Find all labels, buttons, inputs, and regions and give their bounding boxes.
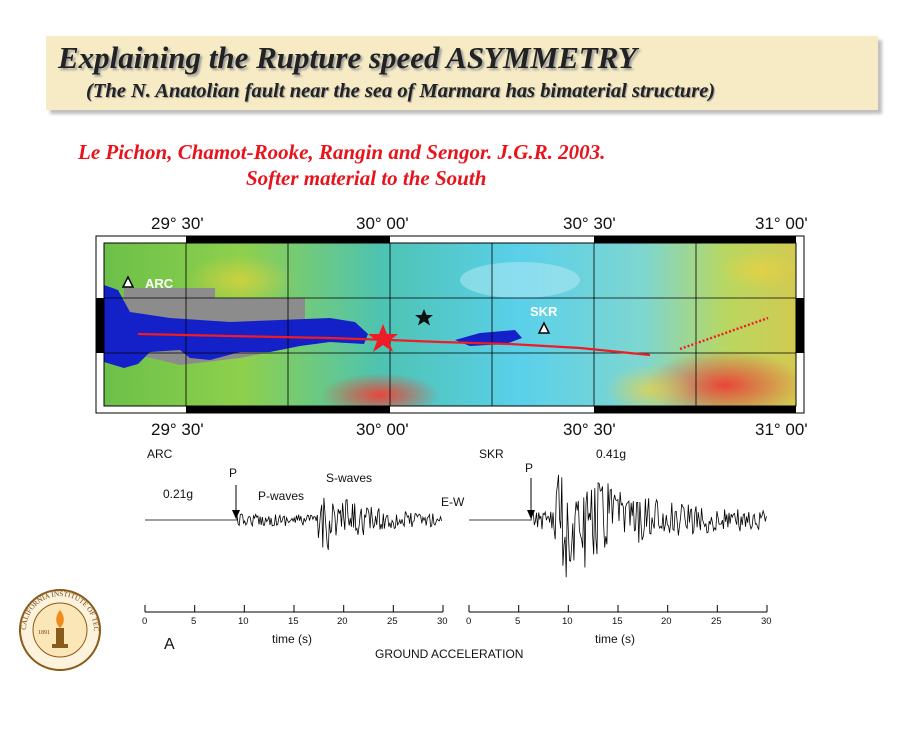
tick-right-20: 20 (661, 616, 672, 627)
skr-station-label: SKR (479, 447, 504, 461)
station-skr-triangle-icon (537, 321, 551, 334)
lon-label-bottom-4: 31° 00' (755, 420, 808, 439)
title-banner (46, 36, 878, 110)
xlabel-right: time (s) (595, 632, 635, 646)
map-frame: ARC SKR (95, 235, 805, 414)
tick-right-30: 30 (761, 616, 772, 627)
tick-right-0: 0 (466, 616, 472, 627)
lon-label-bottom-1: 29° 30' (151, 420, 204, 439)
tick-right-15: 15 (612, 616, 623, 627)
tick-left-25: 25 (387, 616, 398, 627)
lon-label-bottom-3: 30° 30' (563, 420, 616, 439)
slide-title: Explaining the Rupture speed ASYMMETRY (58, 40, 637, 75)
figure-caption: GROUND ACCELERATION (375, 647, 524, 661)
arc-p-waves-label: P-waves (258, 489, 305, 503)
epicenter-star-icon (368, 324, 398, 352)
svg-text:CALIFORNIA INSTITUTE OF TECHNO: CALIFORNIA INSTITUTE OF TECHNOLOGY (0, 0, 100, 632)
time-axis-right (468, 605, 768, 613)
arc-s-waves-label: S-waves (326, 471, 373, 485)
lon-label-top-3: 30° 30' (563, 214, 616, 233)
skr-p-marker: P (525, 461, 534, 475)
tick-left-5: 5 (191, 616, 197, 627)
station-skr-label: SKR (530, 304, 558, 319)
arc-peak-label: 0.21g (163, 487, 194, 501)
svg-text:1891: 1891 (38, 630, 50, 636)
seismogram-skr (469, 474, 767, 578)
lon-label-bottom-2: 30° 00' (356, 420, 409, 439)
tick-left-10: 10 (238, 616, 249, 627)
reference-line-1: Le Pichon, Chamot-Rooke, Rangin and Seng… (78, 140, 606, 164)
tick-left-0: 0 (142, 616, 148, 627)
station-arc-triangle-icon (121, 275, 135, 288)
lon-label-top-4: 31° 00' (755, 214, 808, 233)
lon-label-top-1: 29° 30' (151, 214, 204, 233)
tick-left-15: 15 (288, 616, 299, 627)
tick-right-25: 25 (711, 616, 722, 627)
terrain-relief: ARC SKR (104, 243, 796, 406)
tick-left-20: 20 (337, 616, 348, 627)
tick-right-10: 10 (562, 616, 573, 627)
component-label: E-W (441, 495, 465, 509)
tick-right-5: 5 (515, 616, 521, 627)
reference-line-2: Softer material to the South (246, 166, 487, 190)
seismogram-arc (145, 485, 442, 550)
arc-station-label: ARC (147, 447, 173, 461)
lon-label-top-2: 30° 00' (356, 214, 409, 233)
black-star-icon (415, 309, 433, 326)
station-arc-label: ARC (145, 276, 174, 291)
caltech-seal-logo: CALIFORNIA INSTITUTE OF TECHNOLOGY 1891 (0, 0, 101, 671)
arc-p-marker: P (229, 466, 238, 480)
tick-left-30: 30 (437, 616, 448, 627)
skr-peak-label: 0.41g (596, 447, 627, 461)
time-axis-left (144, 605, 444, 613)
panel-label: A (164, 636, 175, 653)
xlabel-left: time (s) (272, 632, 312, 646)
slide-subtitle: (The N. Anatolian fault near the sea of … (86, 80, 716, 102)
